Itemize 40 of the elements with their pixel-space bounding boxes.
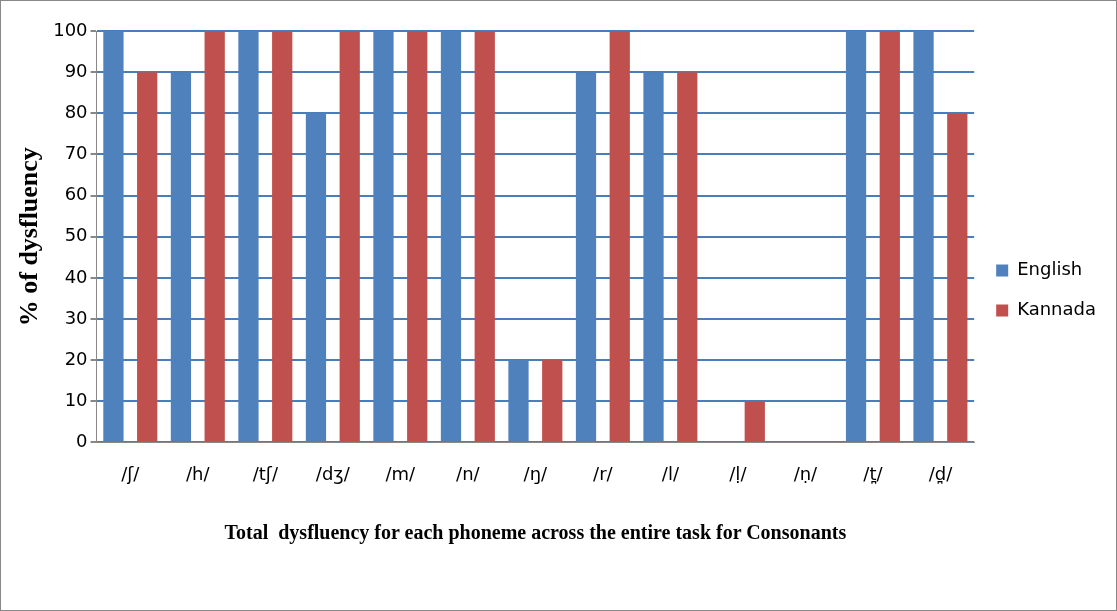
y-tick-label: 80 — [64, 100, 88, 122]
x-tick-label: /d̪/ — [928, 462, 954, 484]
y-tick-label: 70 — [64, 142, 88, 164]
x-tick-label: /ŋ/ — [523, 462, 549, 484]
x-tick-label: /dʒ/ — [315, 462, 351, 484]
y-tick-label: 0 — [76, 430, 88, 452]
x-tick-label: /r/ — [593, 462, 614, 484]
bar — [947, 113, 968, 442]
bar — [542, 360, 563, 442]
legend-label: Kannada — [1017, 298, 1097, 320]
bar — [744, 401, 765, 442]
x-tick-label: /ʃ/ — [121, 462, 141, 484]
x-tick-label: /n/ — [456, 462, 481, 484]
bar — [474, 31, 495, 442]
y-tick-label: 10 — [64, 388, 88, 410]
x-tick-label: /m/ — [385, 462, 417, 484]
x-tick-label: /ṇ/ — [793, 462, 819, 484]
y-tick-label: 100 — [53, 18, 88, 40]
y-tick-label: 20 — [64, 347, 88, 369]
bar — [339, 31, 360, 442]
x-tick-label: /l/ — [661, 462, 680, 484]
y-tick-label: 50 — [64, 224, 88, 246]
y-tick-label: 40 — [64, 265, 88, 287]
bar — [204, 31, 225, 442]
bar — [272, 31, 293, 442]
bar — [407, 31, 428, 442]
bar — [677, 72, 698, 442]
bar — [609, 31, 630, 442]
y-tick-label: 60 — [64, 183, 88, 205]
bar — [137, 72, 158, 442]
y-tick-label: 90 — [64, 59, 88, 81]
legend-label: English — [1017, 258, 1083, 280]
x-tick-label: /tʃ/ — [252, 462, 279, 484]
y-axis-title: % of dysfluency — [14, 147, 44, 327]
x-tick-label: /h/ — [186, 462, 211, 484]
y-tick-label: 30 — [64, 306, 88, 328]
x-tick-label: /t̪/ — [863, 462, 884, 484]
x-tick-label: /ḷ/ — [729, 462, 748, 484]
bar — [879, 31, 900, 442]
x-axis-title: Total dysfluency for each phoneme across the entire task for Consonants — [224, 521, 847, 545]
